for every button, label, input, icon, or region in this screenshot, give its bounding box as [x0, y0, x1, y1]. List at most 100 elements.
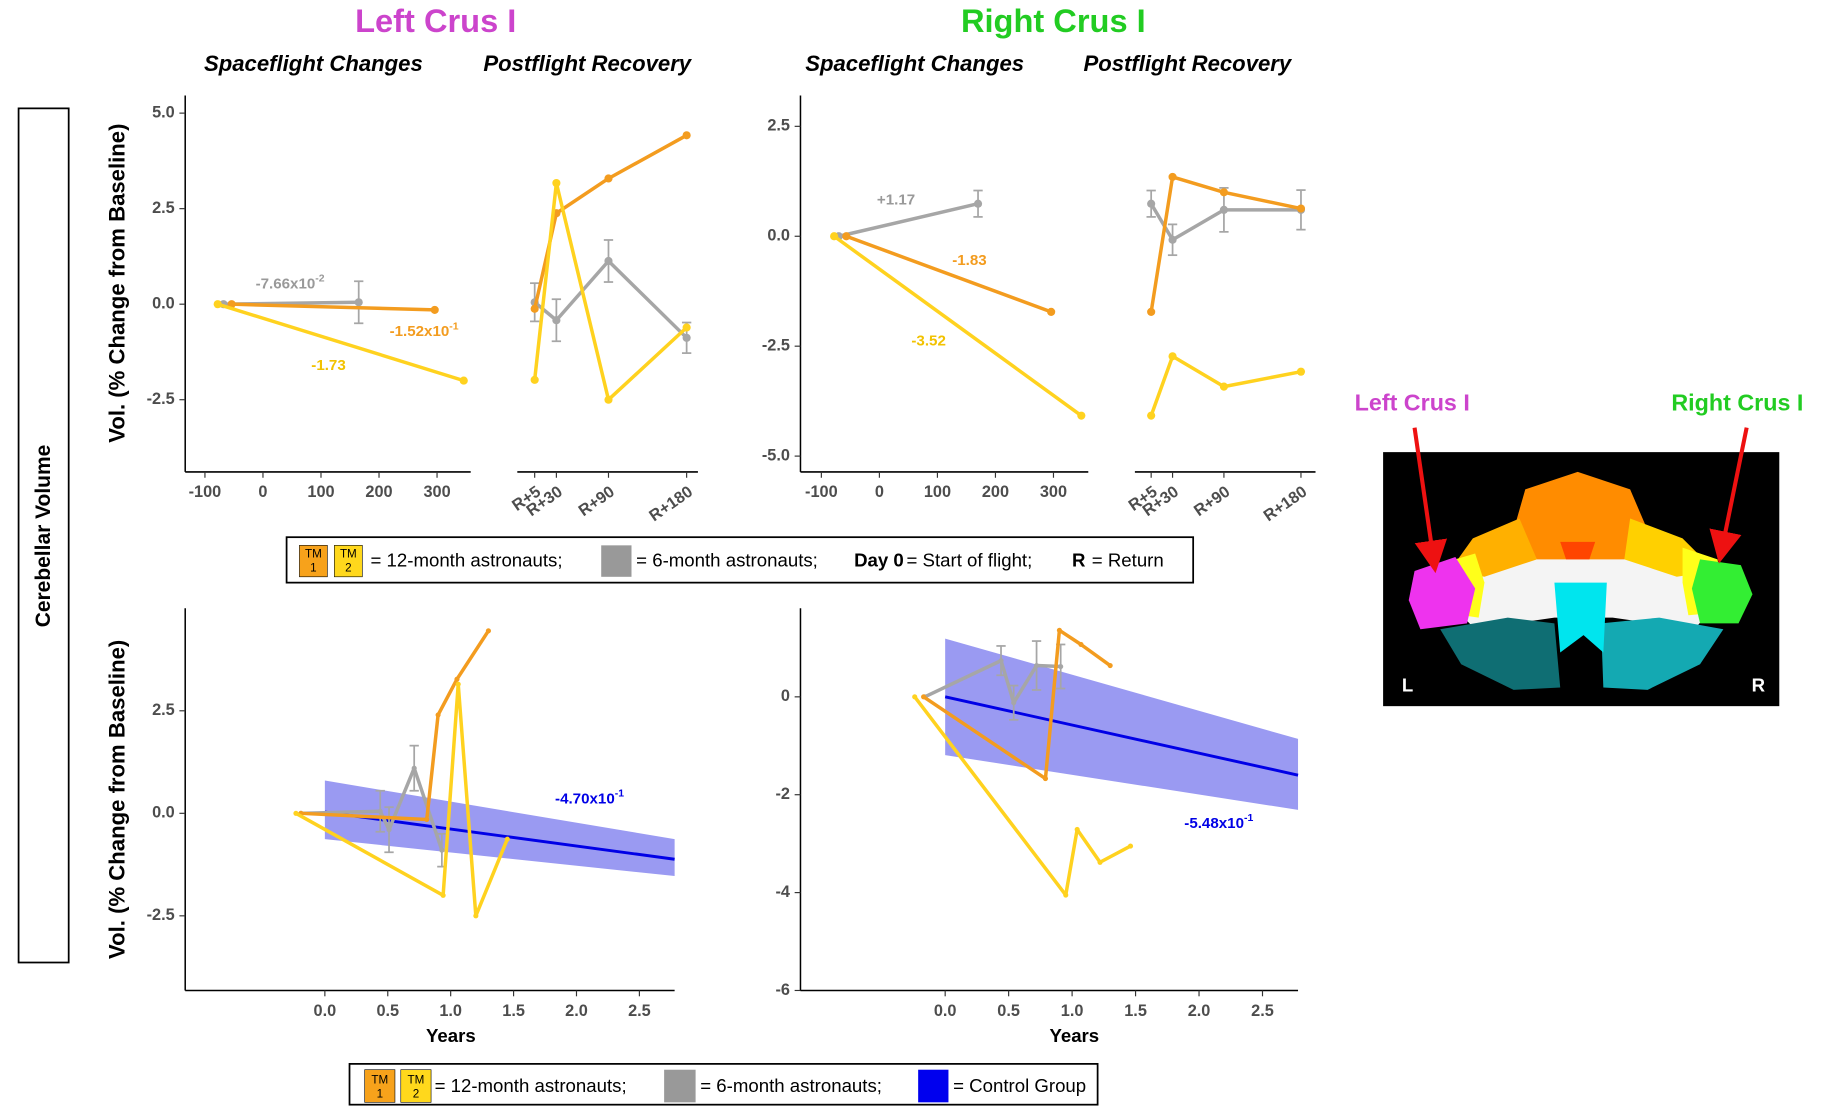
x-tick-label: 1.5 [502, 1002, 525, 1020]
slope-annotation: -1.73 [311, 357, 345, 374]
x-axis-label: Years [1049, 1025, 1099, 1046]
x-tick-label: 2.0 [1188, 1002, 1211, 1020]
data-point [1128, 844, 1133, 849]
data-point [456, 682, 461, 687]
data-point [1043, 776, 1048, 781]
data-point [1220, 383, 1228, 391]
x-tick-label: R+180 [1260, 483, 1310, 526]
data-point [378, 809, 383, 814]
data-point [604, 257, 612, 265]
data-point [293, 811, 298, 816]
confidence-band [945, 639, 1298, 810]
swatch-label: TM [408, 1073, 425, 1086]
x-tick-label: 200 [982, 483, 1009, 501]
slope-annotation: -1.52x10-1 [390, 321, 459, 340]
y-tick-label: -2.5 [762, 336, 790, 354]
data-point [604, 396, 612, 404]
data-point [386, 827, 391, 832]
x-tick-label: 300 [1040, 483, 1067, 501]
slope-annotation: -5.48x10-1 [1184, 813, 1253, 832]
y-tick-label: -2 [775, 785, 790, 803]
x-tick-label: 2.5 [1251, 1002, 1274, 1020]
data-point [1011, 700, 1016, 705]
y-tick-label: -5.0 [762, 446, 790, 464]
image-label: R [1752, 674, 1766, 695]
swatch [664, 1070, 695, 1103]
legend-swatch: TM 1 TM 2 [299, 545, 362, 576]
data-point [1057, 628, 1062, 633]
x-tick-label: 1.0 [1061, 1002, 1084, 1020]
data-point [1168, 173, 1176, 181]
swatch-label: 2 [345, 562, 351, 575]
data-point [912, 694, 917, 699]
data-point [1097, 860, 1102, 865]
data-point [998, 658, 1003, 663]
data-point [1220, 206, 1228, 214]
image-callout: Right Crus I [1671, 390, 1803, 416]
swatch-label: 2 [413, 1087, 419, 1100]
x-tick-label: R+90 [575, 483, 618, 520]
annotation-text: -1.52x10 [390, 323, 450, 340]
y-tick-label: 0.0 [152, 294, 175, 312]
y-axis-label: Vol. (% Change from Baseline) [105, 124, 130, 443]
x-tick-label: 0.0 [934, 1002, 957, 1020]
region [1560, 542, 1595, 559]
series-line [232, 304, 435, 310]
data-point [473, 913, 478, 918]
data-point [355, 298, 363, 306]
data-point [683, 323, 691, 331]
chart-panel: R+5R+30R+90R+180Postflight Recovery [483, 51, 698, 525]
data-point [683, 131, 691, 139]
data-point [412, 766, 417, 771]
data-point [552, 179, 560, 187]
y-tick-label: 5.0 [152, 103, 175, 121]
y-tick-label: 0.0 [767, 227, 790, 245]
annotation-text: -1.83 [952, 252, 986, 269]
legend-text: = 6-month astronauts; [700, 1075, 882, 1096]
data-point [1168, 352, 1176, 360]
y-tick-label: -6 [775, 981, 790, 999]
y-tick-label: 2.5 [767, 117, 790, 135]
series-line [839, 204, 978, 237]
data-point [1220, 188, 1228, 196]
x-tick-label: 300 [423, 483, 450, 501]
data-point [1297, 368, 1305, 376]
annotation-text: +1.17 [877, 191, 915, 208]
data-point [683, 334, 691, 342]
y-tick-label: -4 [775, 883, 790, 901]
annotation-exponent: -1 [615, 788, 624, 799]
y-tick-label: 0 [781, 687, 790, 705]
y-tick-label: 2.5 [152, 199, 175, 217]
x-tick-label: 1.0 [439, 1002, 462, 1020]
swatch-label: 1 [377, 1087, 383, 1100]
x-tick-label: 2.5 [628, 1002, 651, 1020]
data-point [1034, 663, 1039, 668]
x-tick-label: R+180 [646, 483, 696, 526]
data-point [486, 628, 491, 633]
slope-annotation: -3.52 [911, 332, 945, 349]
data-point [1168, 236, 1176, 244]
y-tick-label: 0.0 [152, 804, 175, 822]
series-line [1151, 177, 1301, 312]
panel-title: Right Crus I [961, 2, 1146, 39]
legend-text: = 12-month astronauts; [435, 1075, 627, 1096]
annotation-exponent: -1 [449, 321, 458, 332]
swatch-label: TM [371, 1073, 388, 1086]
chart-panel: 0.00.51.01.52.02.5-6-4-20-5.48x10-1Years [775, 608, 1298, 1046]
swatch-label: TM [305, 548, 322, 561]
data-point [1075, 827, 1080, 832]
legend-text: = 6-month astronauts; [636, 550, 818, 571]
x-tick-label: -100 [189, 483, 222, 501]
data-point [1147, 200, 1155, 208]
chart-panel: -1000100200300-2.50.02.55.0-7.66x10-2-1.… [105, 51, 471, 501]
chart-panel: R+5R+30R+90R+180Postflight Recovery [1083, 51, 1315, 525]
data-point [974, 200, 982, 208]
data-point [441, 893, 446, 898]
swatch [918, 1070, 948, 1103]
legend-text: = Control Group [953, 1075, 1086, 1096]
row-label: Cerebellar Volume [32, 445, 55, 628]
x-tick-label: -100 [805, 483, 838, 501]
data-point [604, 174, 612, 182]
panel-title: Left Crus I [355, 2, 516, 39]
